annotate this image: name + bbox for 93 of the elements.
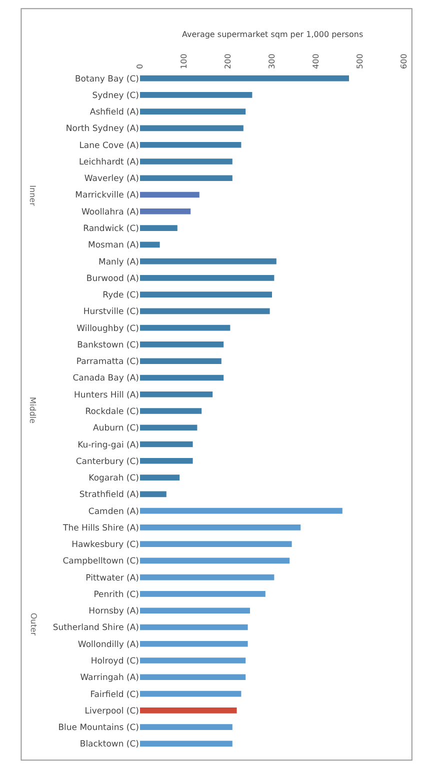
- y-tick-label: Blacktown (C): [80, 740, 139, 750]
- bar: [140, 225, 178, 231]
- y-tick-label: Campbelltown (C): [62, 556, 139, 567]
- text: Middle: [28, 397, 37, 424]
- bar: [140, 541, 292, 547]
- text: Inner: [28, 185, 38, 207]
- bar: [140, 258, 276, 264]
- bar: [140, 724, 232, 730]
- y-tick-label: Ku-ring-gai (A): [78, 440, 139, 450]
- bar: [140, 674, 246, 680]
- y-tick-label: Hawkesbury (C): [72, 540, 139, 550]
- bar: [140, 242, 160, 248]
- y-tick-label: Blue Mountains (C): [58, 723, 139, 734]
- y-tick-label: Liverpool (C): [84, 706, 139, 716]
- y-tick-label: Willoughby (C): [76, 324, 139, 334]
- bar: [140, 458, 193, 464]
- y-tick-label: Mosman (A): [88, 240, 139, 251]
- y-tick-label: Hunters Hill (A): [74, 390, 139, 400]
- bar: [140, 92, 252, 98]
- y-tick-label: North Sydney (A): [66, 124, 139, 134]
- bar: [140, 574, 274, 580]
- y-tick-label: Marrickville (A): [75, 190, 139, 201]
- bar: [140, 275, 274, 281]
- bar: [140, 624, 248, 630]
- x-tick-label: 400: [312, 54, 321, 69]
- x-tick-label: 300: [268, 54, 277, 69]
- y-tick-label: Rockdale (C): [85, 406, 139, 417]
- bar: [140, 658, 246, 664]
- y-tick-label: Holroyd (C): [90, 656, 139, 666]
- y-tick-label: Canterbury (C): [76, 456, 139, 467]
- y-tick-label: Woollahra (A): [82, 207, 139, 218]
- bar: [140, 524, 301, 530]
- y-tick-label: Lane Cove (A): [79, 140, 139, 151]
- bar: [140, 558, 290, 564]
- bar: [140, 708, 237, 714]
- y-tick-label: Waverley (A): [84, 174, 139, 184]
- y-tick-label: Hurstville (C): [83, 307, 139, 318]
- y-tick-label: Randwick (C): [83, 224, 139, 234]
- bar: [140, 175, 232, 182]
- bar: [140, 208, 191, 214]
- y-tick-label: Sutherland Shire (A): [52, 623, 139, 634]
- y-tick-label: Botany Bay (C): [74, 74, 139, 84]
- bar: [140, 292, 272, 298]
- bar: [140, 690, 242, 697]
- bar: [140, 158, 232, 164]
- chart-title: Average supermarket sqm per 1,000 persons: [182, 30, 364, 39]
- x-tick-label: 100: [180, 54, 189, 69]
- bar: [140, 474, 180, 480]
- y-tick-label: Sydney (C): [92, 90, 139, 101]
- bar: [140, 374, 224, 381]
- y-tick-label: Penrith (C): [94, 590, 139, 600]
- y-tick-label: Fairfield (C): [90, 690, 139, 700]
- y-tick-label: Manly (A): [98, 257, 139, 268]
- bar: [140, 308, 270, 314]
- y-tick-label: Burwood (A): [86, 274, 139, 284]
- y-tick-label: Parramatta (C): [76, 357, 139, 368]
- bar: [140, 640, 248, 647]
- y-tick-label: Warringah (A): [80, 673, 139, 684]
- bar: [140, 342, 224, 348]
- bar: [140, 192, 200, 198]
- x-tick-label: 200: [224, 54, 233, 69]
- bar: [140, 441, 193, 448]
- bar: [140, 324, 230, 331]
- x-tick-label: 0: [136, 64, 145, 69]
- bar: [140, 491, 166, 498]
- y-tick-label: Camden (A): [88, 506, 139, 517]
- y-tick-label: Strathfield (A): [79, 490, 139, 500]
- x-tick-label: 500: [356, 54, 365, 69]
- bar: [140, 142, 242, 148]
- bar: [140, 508, 342, 514]
- y-tick-label: Ryde (C): [102, 290, 139, 301]
- bar: [140, 391, 213, 398]
- x-tick-label: 600: [400, 54, 409, 69]
- bar: [140, 358, 222, 364]
- bar: [140, 125, 244, 132]
- y-tick-label: Wollondilly (A): [78, 640, 139, 650]
- bar: [140, 108, 246, 114]
- y-tick-label: Leichhardt (A): [78, 157, 139, 168]
- bar: [140, 608, 250, 614]
- y-tick-label: Pittwater (A): [86, 573, 139, 584]
- bar: [140, 740, 232, 747]
- y-tick-label: Ashfield (A): [90, 108, 139, 118]
- bar: [140, 408, 202, 414]
- y-tick-label: The Hills Shire (A): [62, 523, 139, 534]
- bar: [140, 424, 198, 431]
- bar: [140, 591, 266, 597]
- y-tick-label: Auburn (C): [93, 424, 139, 434]
- bar: [140, 75, 349, 82]
- y-tick-label: Canada Bay (A): [72, 374, 139, 384]
- y-tick-label: Hornsby (A): [88, 606, 139, 617]
- text: Outer: [28, 612, 38, 636]
- y-tick-label: Bankstown (C): [77, 340, 139, 350]
- y-tick-label: Kogarah (C): [88, 474, 139, 484]
